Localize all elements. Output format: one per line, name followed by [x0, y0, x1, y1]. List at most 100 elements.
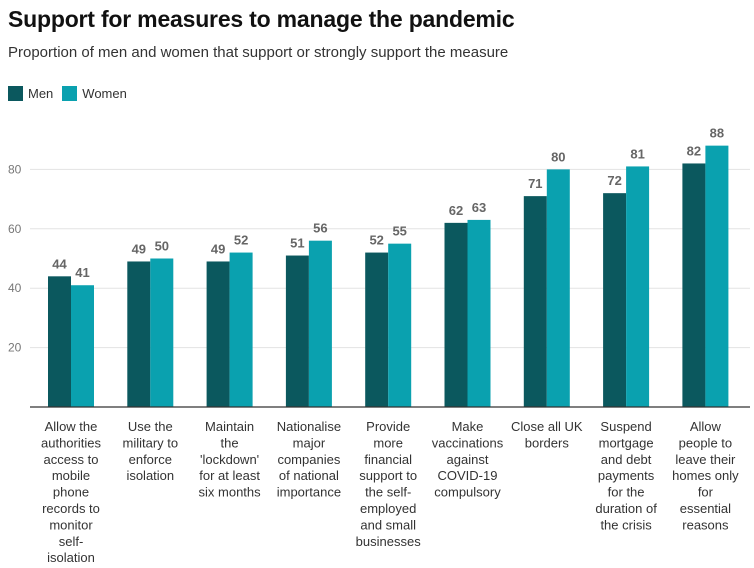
category-label-line: isolation — [47, 550, 95, 565]
bar-women-5 — [467, 219, 491, 407]
category-label-5: Make vaccinations against COVID-19 compulsor… — [432, 419, 504, 500]
category-label-line: Allow the — [45, 419, 98, 434]
bar-women-3 — [308, 240, 332, 407]
data-label-men-0: 44 — [52, 256, 67, 271]
category-label-line: employed — [360, 501, 416, 516]
bar-women-0 — [71, 285, 94, 407]
category-label-line: 'lockdown' — [200, 452, 259, 467]
y-tick-label-60: 60 — [8, 222, 22, 236]
category-label-line: COVID-19 — [438, 468, 498, 483]
category-label-6: Close all UK borders — [511, 419, 583, 450]
data-label-men-3: 51 — [290, 236, 304, 251]
category-label-line: duration of — [595, 501, 657, 516]
chart-subtitle: Proportion of men and women that support… — [8, 44, 509, 61]
category-label-7: Suspend mortgage and debt payments for the du… — [595, 419, 657, 532]
category-label-line: Close all UK — [511, 419, 583, 434]
category-label-line: Suspend — [600, 419, 651, 434]
bar-women-7 — [626, 166, 650, 407]
chart-title: Support for measures to manage the pande… — [8, 6, 515, 32]
bar-men-7 — [603, 193, 627, 407]
data-label-women-4: 55 — [392, 224, 406, 239]
category-label-line: Allow — [690, 419, 722, 434]
category-label-line: compulsory — [434, 485, 501, 500]
bar-men-4 — [365, 252, 389, 407]
category-label-line: payments — [598, 468, 655, 483]
y-tick-label-80: 80 — [8, 162, 22, 176]
legend-label-women: Women — [82, 86, 127, 101]
data-label-men-1: 49 — [132, 241, 146, 256]
data-label-women-1: 50 — [155, 239, 169, 254]
category-label-0: Allow the authorities access to mobile phone… — [41, 419, 101, 565]
data-label-men-8: 82 — [687, 143, 701, 158]
category-label-line: six months — [199, 485, 262, 500]
bar-women-2 — [229, 252, 253, 407]
data-label-women-8: 88 — [710, 126, 724, 141]
category-label-line: Provide — [366, 419, 410, 434]
data-label-women-0: 41 — [75, 265, 89, 280]
category-label-line: of national — [279, 468, 339, 483]
category-label-line: for the — [608, 485, 645, 500]
category-label-line: against — [447, 452, 489, 467]
category-label-line: financial — [364, 452, 412, 467]
legend-label-men: Men — [28, 86, 54, 101]
category-label-8: Allow people to leave their homes only for es… — [672, 419, 739, 532]
data-label-women-5: 63 — [472, 200, 486, 215]
category-label-line: monitor — [49, 517, 93, 532]
category-label-1: Use the military to enforce isolation — [122, 419, 178, 483]
category-label-line: Make — [452, 419, 484, 434]
legend-item-women: Women — [62, 86, 127, 101]
category-label-line: and small — [360, 517, 416, 532]
category-label-line: reasons — [682, 517, 729, 532]
category-label-line: major — [293, 435, 326, 450]
category-label-line: homes only — [672, 468, 739, 483]
bar-men-8 — [682, 163, 706, 407]
category-label-line: leave their — [675, 452, 736, 467]
category-label-line: phone — [53, 485, 89, 500]
category-label-line: and debt — [601, 452, 652, 467]
legend-item-men: Men — [8, 86, 53, 101]
category-label-line: companies — [277, 452, 340, 467]
bar-men-1 — [127, 261, 151, 407]
category-label-line: for — [698, 485, 714, 500]
category-label-line: isolation — [126, 468, 174, 483]
category-label-line: people to — [679, 435, 733, 450]
legend-swatch-women — [62, 86, 78, 101]
category-label-line: authorities — [41, 435, 101, 450]
category-label-line: the crisis — [600, 517, 652, 532]
category-label-line: mobile — [52, 468, 90, 483]
category-label-2: Maintain the 'lockdown' for at least six mon… — [199, 419, 262, 500]
category-label-line: Use the — [128, 419, 173, 434]
data-label-men-5: 62 — [449, 203, 463, 218]
category-label-line: borders — [525, 435, 570, 450]
data-label-women-7: 81 — [630, 146, 644, 161]
category-label-line: Nationalise — [277, 419, 341, 434]
bar-men-5 — [444, 222, 468, 407]
bar-men-2 — [206, 261, 230, 407]
category-label-4: Provide more financial support to the self-e… — [356, 419, 422, 549]
category-label-line: businesses — [356, 534, 422, 549]
bar-men-3 — [285, 255, 309, 407]
data-label-men-6: 71 — [528, 176, 542, 191]
y-tick-label-40: 40 — [8, 281, 22, 295]
data-label-men-2: 49 — [211, 241, 225, 256]
category-label-line: more — [373, 435, 403, 450]
category-label-line: importance — [277, 485, 341, 500]
data-label-women-3: 56 — [313, 221, 327, 236]
legend: Men Women — [8, 86, 136, 101]
category-label-line: records to — [42, 501, 100, 516]
bar-men-0 — [48, 276, 71, 407]
category-label-line: Maintain — [205, 419, 254, 434]
bar-women-4 — [388, 243, 412, 407]
category-label-line: self- — [59, 534, 84, 549]
bar-women-6 — [546, 169, 570, 407]
category-label-line: for at least — [199, 468, 260, 483]
category-label-line: support to — [359, 468, 417, 483]
y-tick-label-20: 20 — [8, 341, 22, 355]
bar-men-6 — [523, 196, 547, 407]
bar-women-8 — [705, 145, 729, 407]
category-label-line: enforce — [129, 452, 172, 467]
category-label-line: essential — [680, 501, 731, 516]
data-label-women-6: 80 — [551, 149, 565, 164]
category-label-line: mortgage — [599, 435, 654, 450]
